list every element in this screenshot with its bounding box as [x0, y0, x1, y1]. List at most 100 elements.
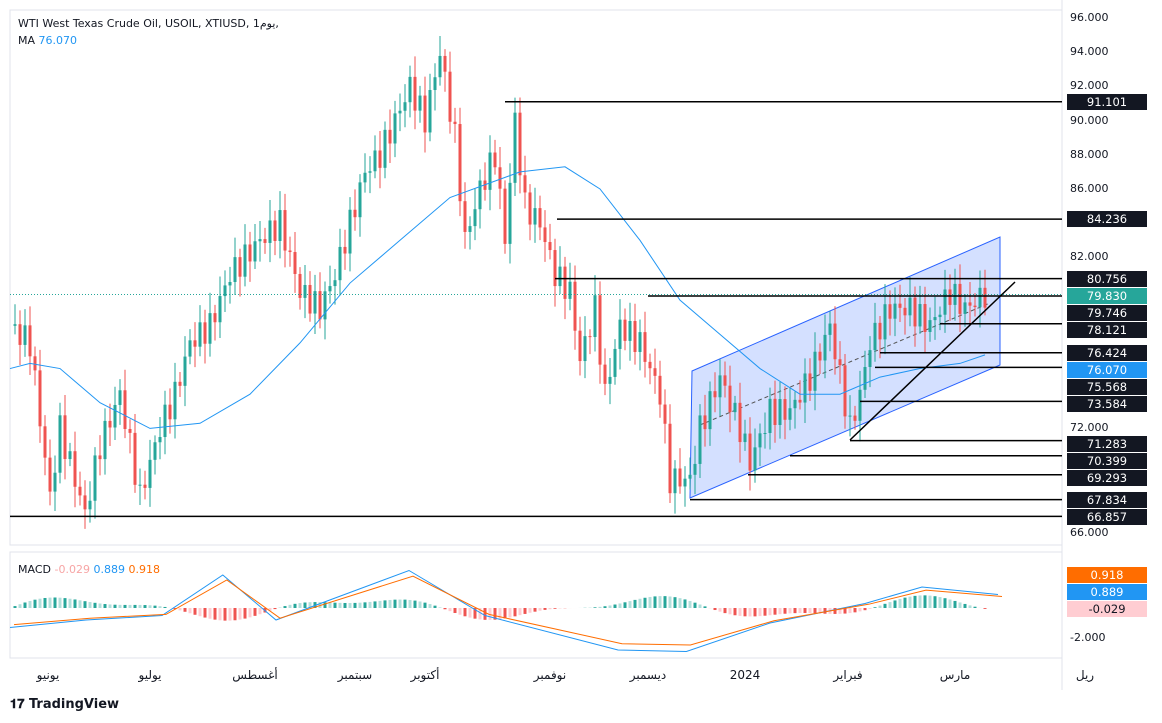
macd-histogram-bar — [233, 608, 237, 621]
candle — [263, 239, 267, 243]
time-axis-label: سبتمبر — [337, 668, 373, 682]
macd-histogram-bar — [368, 601, 372, 608]
candle — [363, 172, 367, 183]
candle — [48, 457, 52, 492]
candle — [683, 478, 687, 487]
candle — [718, 375, 722, 398]
macd-histogram-bar — [658, 596, 662, 608]
macd-histogram-bar — [943, 598, 947, 608]
macd-histogram-bar — [308, 602, 312, 608]
time-axis-label: يونيو — [36, 668, 60, 682]
macd-histogram-bar — [843, 608, 847, 614]
level-label: 66.857 — [1067, 508, 1147, 525]
candle — [618, 319, 622, 349]
macd-histogram-bar — [928, 595, 932, 608]
candle — [893, 303, 897, 319]
candle — [658, 375, 662, 405]
candle — [158, 437, 162, 443]
macd-histogram-bar — [203, 608, 207, 618]
time-axis-label: مارس — [939, 668, 971, 682]
macd-histogram-bar — [283, 606, 287, 608]
candle — [858, 389, 862, 421]
macd-histogram-bar — [343, 602, 347, 608]
macd-histogram-bar — [93, 602, 97, 608]
macd-histogram-bar — [633, 599, 637, 608]
candle — [268, 220, 272, 243]
candle — [283, 210, 287, 251]
macd-histogram-bar — [518, 608, 522, 616]
candle — [148, 459, 152, 488]
macd-histogram-bar — [483, 608, 487, 620]
level-label: 76.424 — [1067, 344, 1147, 361]
candle — [653, 368, 657, 376]
macd-histogram-bar — [83, 601, 87, 608]
macd-histogram-bar — [818, 608, 822, 614]
macd-histogram-bar — [328, 602, 332, 608]
macd-histogram-bar — [643, 597, 647, 608]
macd-histogram-bar — [223, 608, 227, 621]
candle — [633, 321, 637, 352]
candle — [963, 302, 967, 314]
candle — [343, 246, 347, 254]
macd-histogram-bar — [813, 608, 817, 614]
macd-histogram-bar — [508, 608, 512, 618]
price-pane — [9, 9, 1063, 546]
macd-histogram-bar — [128, 604, 132, 608]
ma-price-label: 76.070 — [1067, 361, 1147, 378]
macd-hist-tag: -0.029 — [1067, 601, 1147, 617]
candle — [238, 257, 242, 277]
level-label: 91.101 — [1067, 94, 1147, 111]
candle — [508, 182, 512, 244]
candle — [818, 351, 822, 361]
candle — [23, 325, 27, 345]
macd-histogram-bar — [593, 607, 597, 608]
macd-histogram-bar — [103, 604, 107, 608]
macd-histogram-bar — [53, 597, 57, 608]
macd-histogram-bar — [718, 608, 722, 612]
macd-histogram-bar — [238, 608, 242, 620]
candle — [463, 201, 467, 232]
candle — [548, 242, 552, 251]
macd-histogram-bar — [58, 597, 62, 608]
brand: TradingView — [28, 697, 120, 712]
macd-histogram-bar — [623, 602, 627, 608]
macd-histogram-bar — [743, 608, 747, 617]
candle — [943, 289, 947, 315]
macd-histogram-bar — [768, 608, 772, 616]
time-axis-label: أغسطس — [232, 668, 278, 682]
candle — [118, 390, 122, 405]
candle — [153, 442, 157, 460]
candle — [378, 150, 382, 168]
candle — [213, 313, 217, 323]
macd-histogram-bar — [48, 597, 52, 608]
time-axis-label: ديسمبر — [629, 668, 667, 682]
macd-histogram-bar — [193, 608, 197, 615]
candle — [123, 390, 127, 429]
tradingview-logo[interactable]: 𝟏𝟕 TradingView — [10, 697, 119, 712]
macd-histogram-bar — [913, 595, 917, 608]
candle — [708, 391, 712, 430]
macd-histogram-bar — [183, 608, 187, 612]
candle — [608, 376, 612, 384]
macd-histogram-bar — [908, 596, 912, 608]
candle — [388, 129, 392, 144]
candle — [83, 495, 87, 510]
candle — [698, 415, 702, 464]
candle — [743, 433, 747, 443]
macd-histogram-bar — [798, 608, 802, 614]
macd-histogram-bar — [178, 608, 182, 611]
signal-line — [13, 575, 1003, 646]
macd-histogram-bar — [188, 608, 192, 614]
candle — [923, 304, 927, 332]
candle — [713, 391, 717, 398]
macd-histogram-bar — [778, 608, 782, 615]
price-axis-tick: 88.000 — [1070, 147, 1109, 161]
macd-hist-value: -0.029 — [54, 563, 90, 576]
macd-histogram-bar — [388, 599, 392, 608]
candle — [113, 404, 117, 428]
level-label: 78.121 — [1067, 321, 1147, 338]
macd-histogram-bar — [673, 597, 677, 608]
candle — [973, 305, 977, 307]
candle — [28, 325, 32, 357]
